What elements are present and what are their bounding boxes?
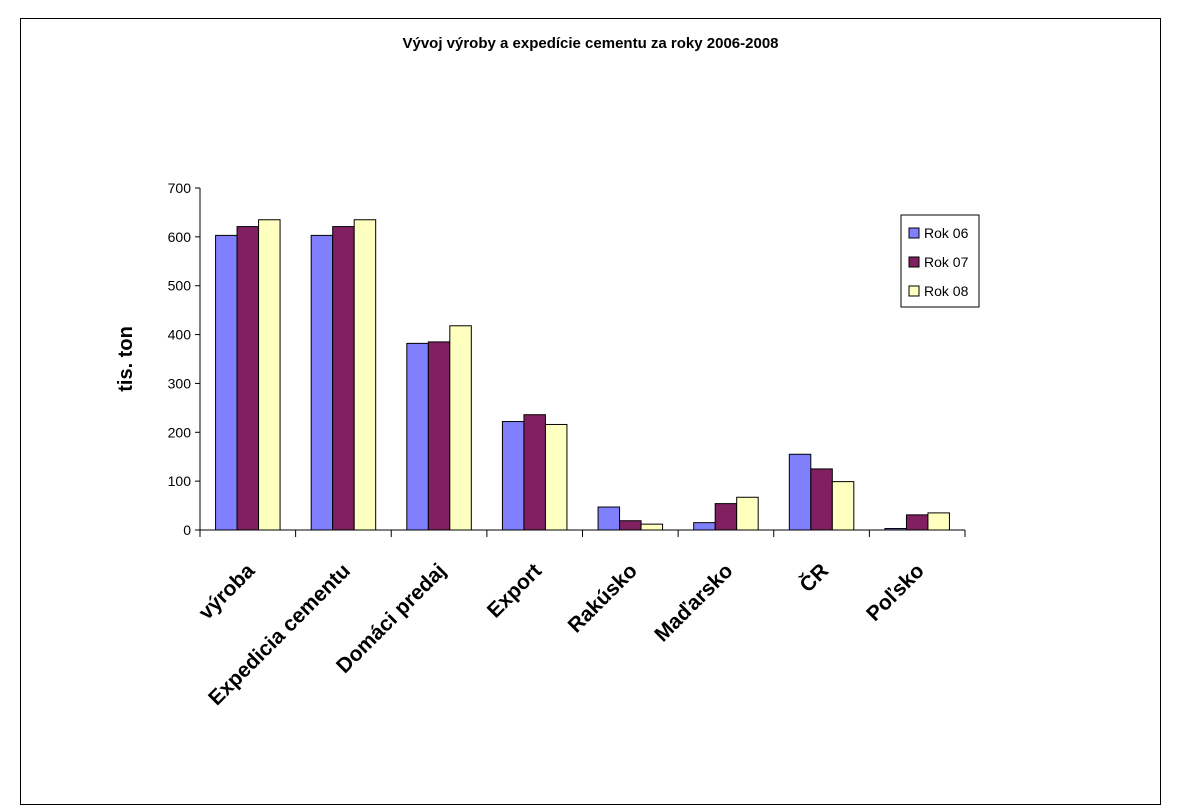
bar <box>905 514 929 531</box>
bar <box>619 520 642 531</box>
y-tick-label: 600 <box>168 229 192 245</box>
bar <box>831 481 855 531</box>
bar <box>406 342 429 531</box>
bar <box>427 341 451 531</box>
legend-swatch <box>908 227 920 239</box>
bar <box>501 421 525 531</box>
bar <box>736 496 759 531</box>
bar <box>714 503 738 531</box>
legend-swatch <box>908 285 920 297</box>
bar <box>310 234 334 531</box>
y-tick-label: 0 <box>183 522 191 538</box>
legend-swatch <box>908 256 920 268</box>
y-tick-label: 400 <box>168 327 192 343</box>
bar <box>236 226 260 531</box>
bar <box>544 423 568 531</box>
y-tick-label: 200 <box>168 424 192 440</box>
bar <box>332 226 355 531</box>
y-tick-label: 700 <box>168 180 192 196</box>
bar <box>353 219 377 531</box>
bar <box>449 325 472 531</box>
bar <box>258 219 281 531</box>
bars <box>215 219 950 531</box>
legend: Rok 06 Rok 07 Rok 08 <box>900 214 980 308</box>
x-category-label: Rakúsko <box>564 559 642 637</box>
x-category-label: Maďarsko <box>650 559 737 646</box>
legend-label: Rok 08 <box>924 283 969 299</box>
bar <box>215 234 238 531</box>
bar <box>693 522 716 531</box>
y-tick-label: 100 <box>168 473 192 489</box>
bar <box>640 523 664 531</box>
bar <box>597 506 621 531</box>
bar <box>788 453 812 531</box>
x-category-label: ČR <box>795 559 833 597</box>
y-axis-label: tis. ton <box>115 326 137 392</box>
bar <box>884 528 907 531</box>
chart-title: Vývoj výroby a expedície cementu za roky… <box>402 35 779 52</box>
x-category-label: Export <box>483 559 546 622</box>
x-category-label: Poľsko <box>862 559 929 626</box>
bar <box>810 468 833 531</box>
y-tick-label: 500 <box>168 278 192 294</box>
y-axis: 0 100 200 300 400 500 600 700 tis. ton <box>115 180 201 538</box>
x-category-label: výroba <box>194 559 259 624</box>
chart-frame: Vývoj výroby a expedície cementu za roky… <box>20 18 1161 805</box>
bar <box>523 414 546 531</box>
bar <box>927 512 950 531</box>
legend-label: Rok 06 <box>924 225 969 241</box>
y-tick-label: 300 <box>168 375 192 391</box>
legend-label: Rok 07 <box>924 254 969 270</box>
